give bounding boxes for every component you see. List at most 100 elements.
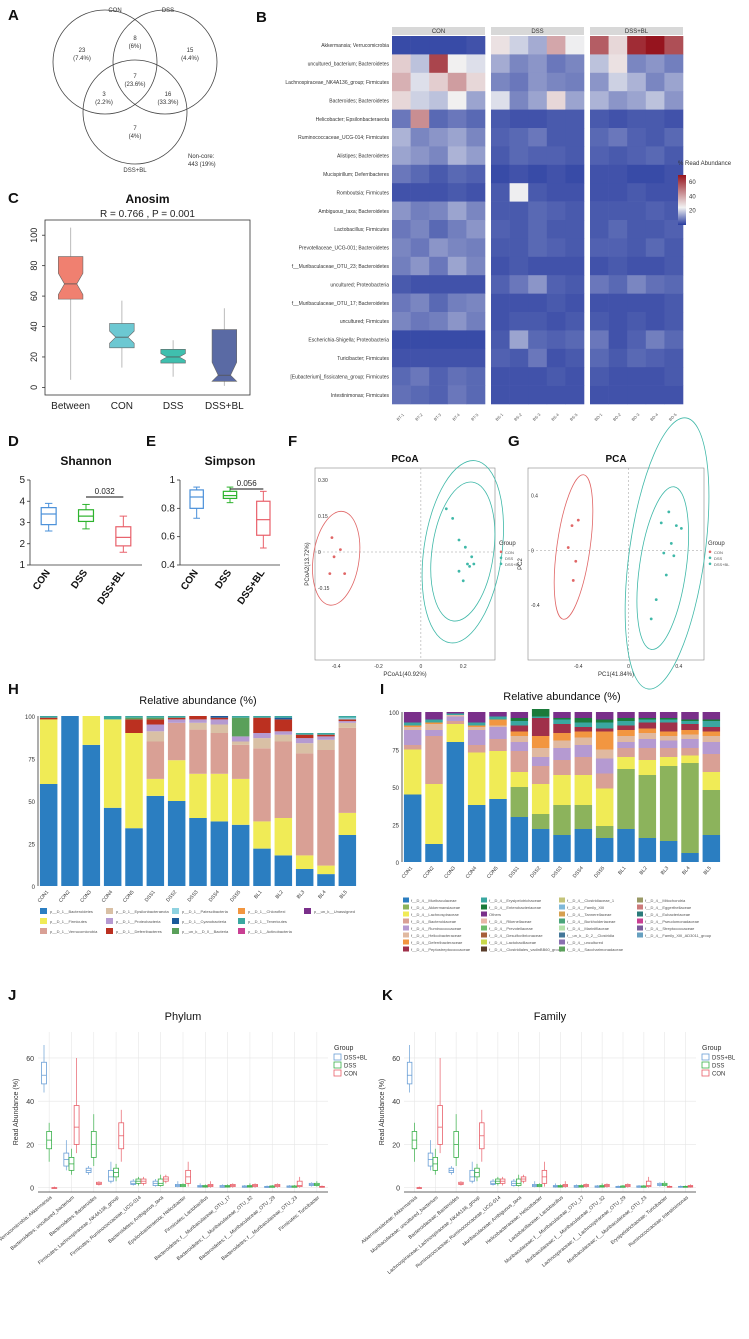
bar-segment-bl5: [338, 835, 357, 886]
confidence-ellipse: [430, 481, 496, 622]
heatmap-cell: [410, 36, 430, 55]
bar-segment-bl3: [295, 753, 314, 856]
heatmap-group-strip: [590, 27, 683, 35]
chart-title: PCA: [605, 454, 626, 465]
heatmap-cell: [509, 385, 529, 405]
heatmap-cell: [528, 201, 548, 221]
bar-segment-bl4: [681, 748, 699, 756]
legend-swatch: [701, 1061, 710, 1069]
x-category-label: BL5: [703, 865, 713, 876]
bar-segment-dss1: [146, 778, 165, 796]
bar-segment-dss5: [595, 731, 614, 750]
bar-segment-con1: [39, 717, 58, 720]
heatmap-cell: [565, 348, 585, 368]
heatmap-cell: [429, 312, 449, 331]
heatmap-cell: [645, 201, 665, 221]
heatmap-cell: [565, 183, 585, 202]
heatmap-cell: [565, 72, 585, 92]
legend-marker: [708, 550, 712, 554]
heatmap-cell: [466, 293, 486, 313]
legend-swatch: [333, 1061, 342, 1069]
heatmap-cell: [447, 91, 467, 110]
heatmap-row-label: Alistipes; Bacteroidetes: [337, 154, 389, 160]
bar-segment-bl4: [681, 755, 699, 763]
bar-segment-dss1: [510, 736, 529, 742]
heatmap-cell: [410, 256, 430, 276]
heatmap-row-label: uncultured; Proteobacteria: [330, 282, 389, 288]
heatmap-cell: [447, 330, 467, 350]
heatmap-cell: [466, 238, 486, 258]
x-category-label: CON1: [401, 865, 415, 880]
bar-segment-con4: [467, 752, 486, 805]
point-dss-bl: [669, 542, 673, 545]
bar-segment-bl1: [617, 742, 635, 748]
heatmap-cell: [608, 109, 628, 129]
heatmap-cell: [590, 72, 609, 92]
bar-segment-bl1: [617, 718, 635, 721]
y-axis-label: Read Abundance (%): [13, 1079, 20, 1146]
bar-segment-dss1: [146, 724, 165, 732]
heatmap-cell: [392, 164, 411, 184]
heatmap-group-label: DSS: [531, 29, 543, 35]
bar-segment-dss1: [146, 716, 165, 718]
legend-entry: f__D_4__Lachnospiraceae: [411, 912, 460, 917]
bar-segment-dss4: [574, 745, 593, 757]
heatmap-column-label: BD-3: [630, 411, 641, 422]
bar-segment-bl1: [617, 748, 635, 757]
y-tick-label: 60: [26, 1056, 34, 1063]
y-tick-label: 100: [389, 711, 400, 717]
bar-segment-dss5: [231, 824, 250, 886]
venn-region-percent: (6%): [129, 44, 142, 50]
y-tick-label: 0: [32, 885, 36, 891]
heatmap-group-strip: [392, 27, 485, 35]
heatmap-cell: [546, 275, 566, 294]
legend-entry: CON: [505, 550, 514, 555]
y-tick-label: 25: [28, 843, 35, 849]
y-tick-label: 50: [28, 800, 35, 806]
panel-label-h: H: [8, 681, 19, 698]
bar-segment-bl5: [702, 712, 721, 720]
heatmap-row-label: Prevotellaceae_UCG-001; Bacteroidetes: [299, 246, 390, 252]
x-category-label: BL1: [617, 865, 627, 876]
y-axis-label: Read Abundance (%): [379, 1079, 386, 1146]
heatmap-cell: [590, 256, 609, 276]
bar-segment-dss3: [189, 773, 207, 818]
bar-segment-dss5: [595, 773, 614, 789]
bar-segment-dss4: [574, 829, 593, 862]
bar-segment-bl5: [702, 772, 721, 790]
y-tick-label: 0: [318, 550, 321, 556]
point-con: [343, 572, 347, 575]
heatmap-cell: [466, 312, 486, 331]
heatmap-cell: [429, 275, 449, 294]
heatmap-cell: [627, 385, 647, 405]
x-category-label: BL4: [681, 865, 691, 876]
bar-segment-bl1: [617, 721, 635, 726]
bar-segment-con1: [39, 719, 58, 784]
x-category-label: CON3: [443, 865, 457, 880]
x-category-label: CON: [111, 401, 133, 412]
heatmap-cell: [410, 91, 430, 110]
legend-title: Group: [499, 541, 516, 547]
bar-segment-dss3: [553, 719, 571, 724]
legend-swatch: [403, 932, 409, 938]
heatmap-cell: [509, 330, 529, 350]
box-dss-bl: [406, 1061, 413, 1085]
y-tick-label: 5: [19, 475, 25, 486]
bar-segment-bl5: [702, 736, 721, 742]
bar-segment-bl4: [317, 739, 335, 750]
bar-segment-dss1: [510, 787, 529, 817]
heatmap-cell: [608, 312, 628, 331]
x-category-label: CON1: [37, 889, 51, 904]
heatmap-cell: [565, 238, 585, 258]
heatmap-cell: [627, 128, 647, 147]
legend-entry: f__D_4__Eggerthellaceae: [645, 905, 692, 910]
bar-segment-dss4: [574, 805, 593, 829]
bar-segment-dss3: [189, 818, 207, 886]
legend-marker: [499, 550, 503, 554]
chart-title: Phylum: [165, 1011, 202, 1023]
bar-segment-dss4: [574, 757, 593, 775]
pcoa-scatter: -0.4 -0.2 0 0.2 0.30 0.15 0 -0.15 PCoA PCoA1(40.9…: [305, 454, 521, 678]
heatmap: CON BT-1 BT-2 BT-3 BT-4 BT-5 DSS BS-1 BS-2 BS-3 BS…: [285, 27, 732, 422]
heatmap-cell: [528, 54, 548, 74]
heatmap-cell: [447, 275, 467, 294]
